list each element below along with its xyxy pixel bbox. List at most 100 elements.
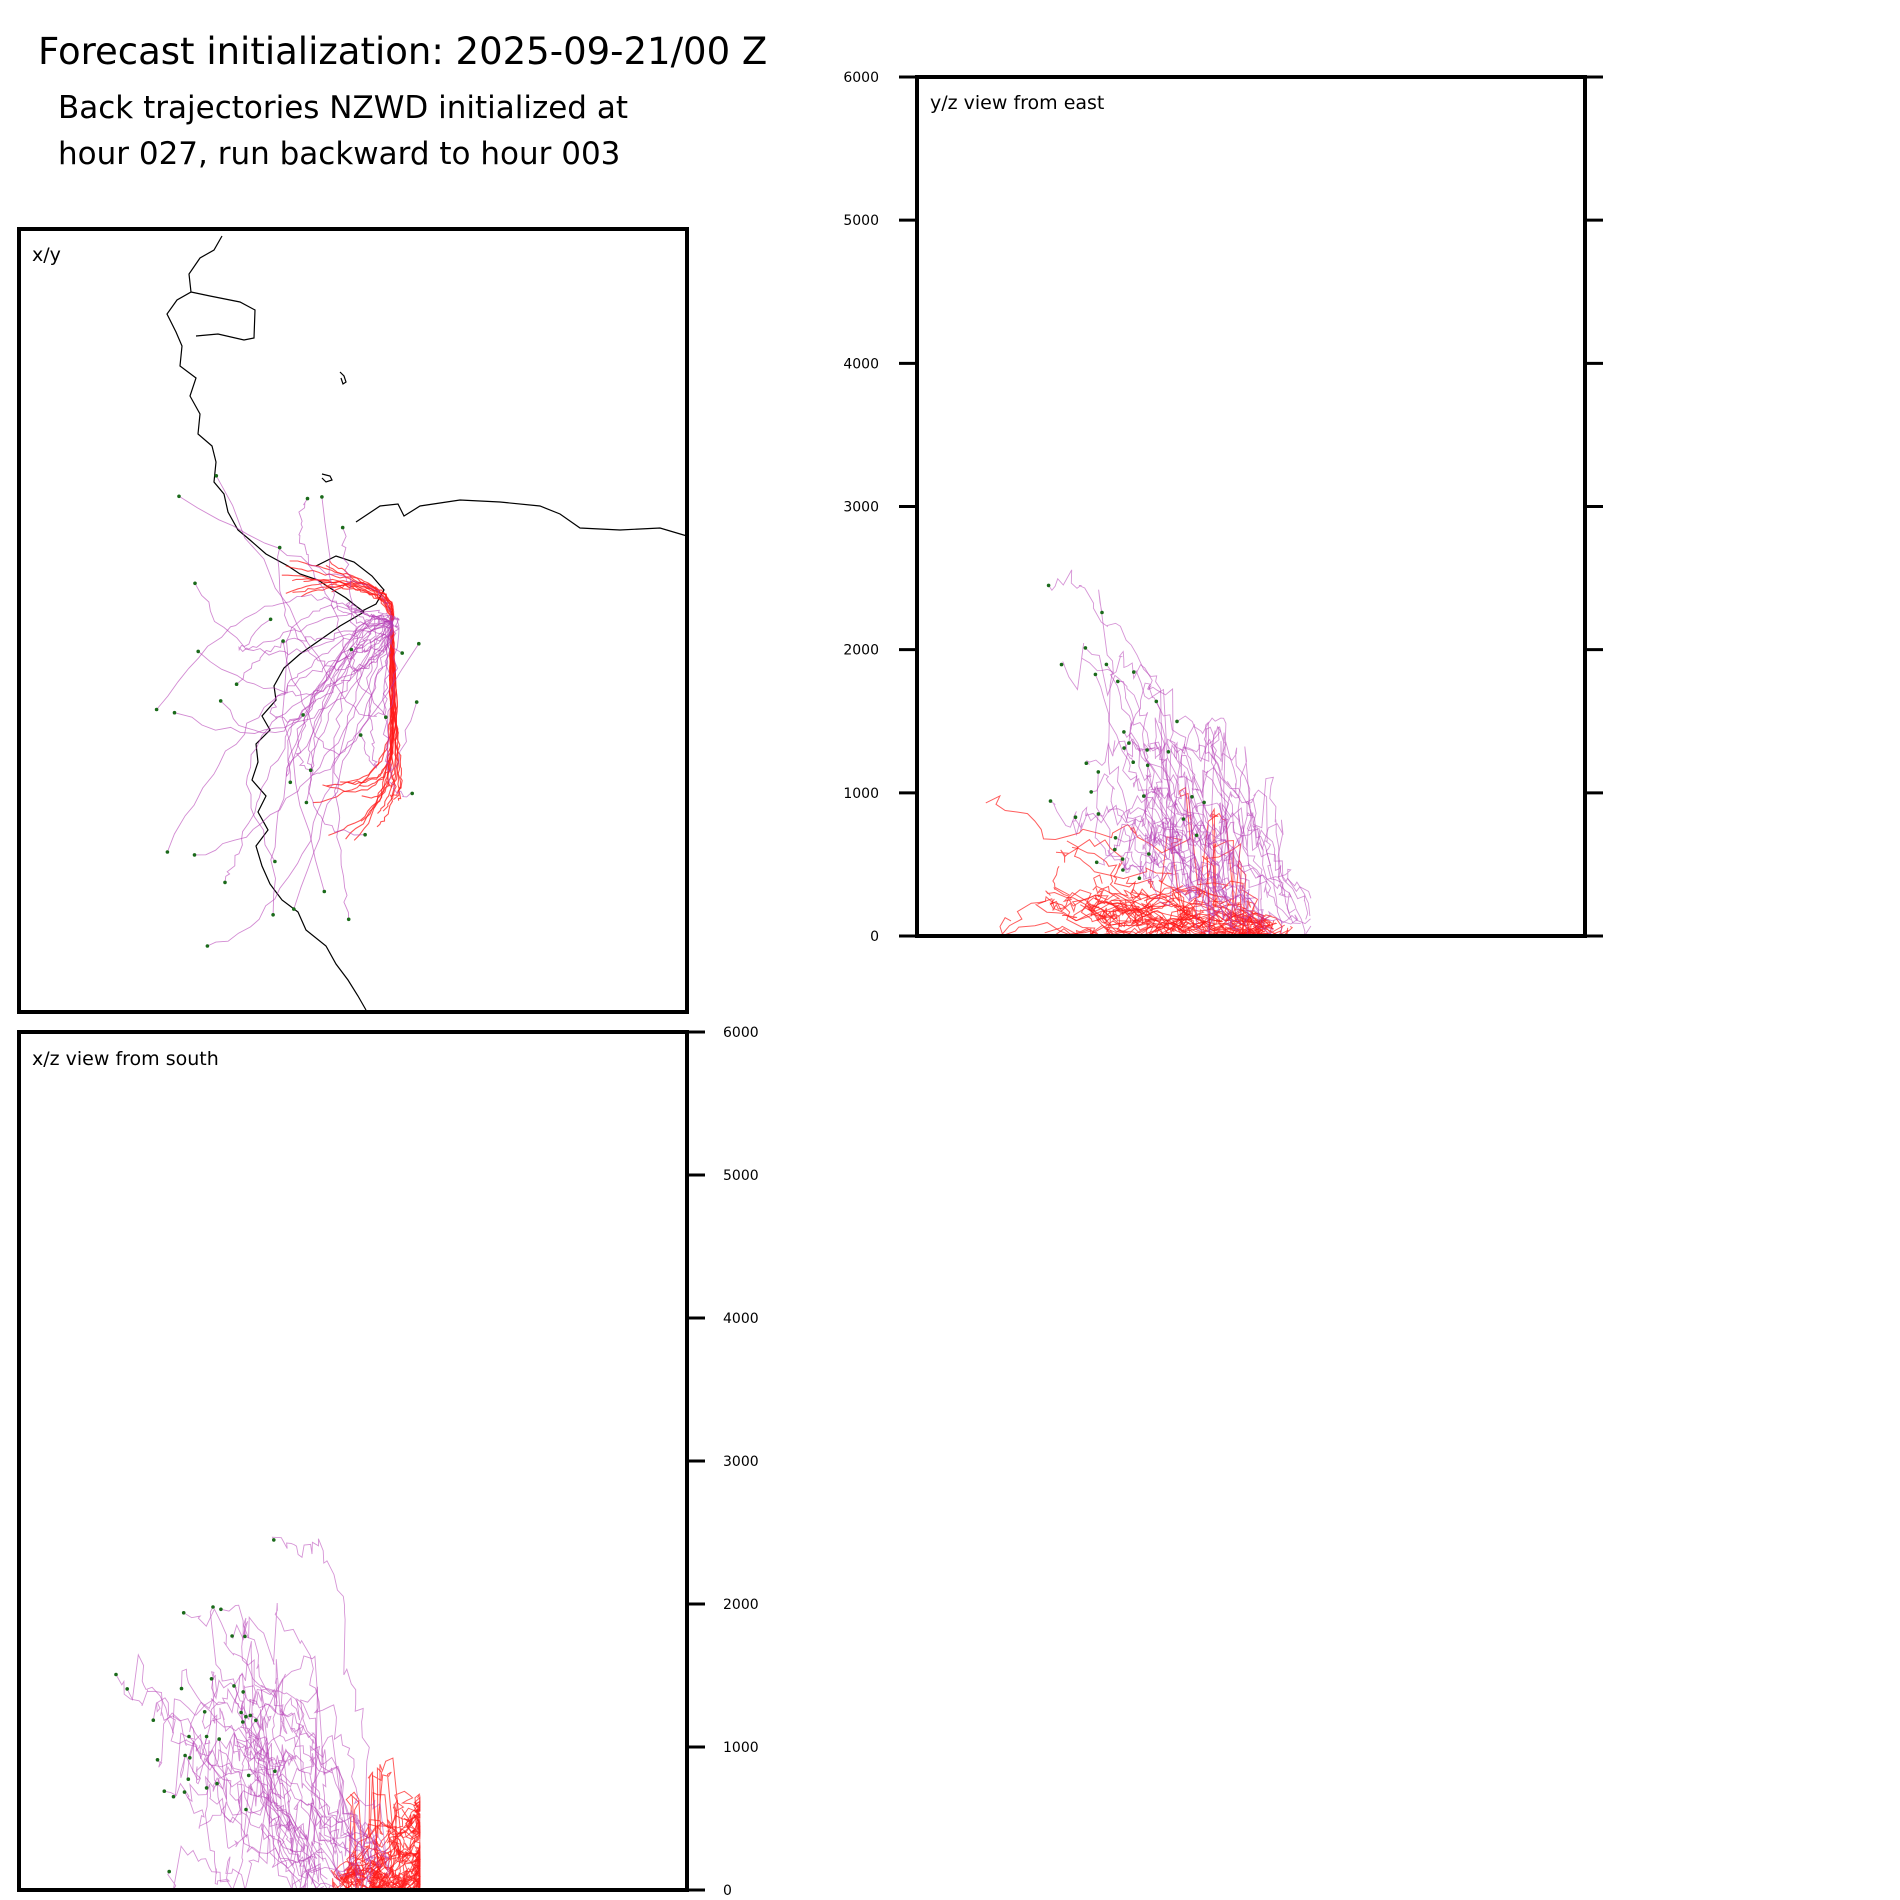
xy-endpoint-marker: [410, 791, 415, 796]
xy-trajectory-older: [156, 594, 393, 710]
altitude-endpoint-marker: [209, 1677, 214, 1681]
altitude-endpoint-marker: [1048, 799, 1053, 803]
xy-endpoint-marker: [223, 880, 227, 885]
altitude-trajectory-recent: [369, 1795, 421, 1874]
xy-endpoint-marker: [346, 917, 351, 922]
altitude-endpoint-marker: [239, 1710, 243, 1715]
altitude-endpoint-marker: [1137, 876, 1142, 880]
yz-tick-label: 4000: [843, 356, 879, 372]
xz-y-axis: 0 1000 2000 3000 4000 5000 6000: [687, 1025, 759, 1899]
altitude-endpoint-marker: [272, 1538, 276, 1542]
xy-trajectory-older: [282, 621, 394, 756]
xy-trajectory-older: [295, 620, 393, 771]
yz-tick-label: 1000: [843, 786, 879, 802]
altitude-endpoint-marker: [232, 1684, 236, 1688]
xy-endpoint-marker: [340, 525, 345, 530]
altitude-trajectory-older: [201, 1673, 334, 1890]
altitude-endpoint-marker: [1145, 763, 1150, 768]
altitude-endpoint-marker: [204, 1786, 209, 1790]
altitude-trajectory-older: [188, 1707, 325, 1891]
altitude-endpoint-marker: [1104, 662, 1109, 667]
altitude-endpoint-marker: [1154, 699, 1159, 704]
altitude-trajectory-recent: [1044, 916, 1282, 937]
xy-trajectory-older: [207, 615, 393, 947]
page-title: Forecast initialization: 2025-09-21/00 Z: [38, 30, 768, 73]
altitude-endpoint-marker: [162, 1789, 167, 1793]
altitude-endpoint-marker: [1120, 857, 1125, 861]
altitude-trajectory-older: [231, 1602, 383, 1869]
altitude-trajectory-recent: [344, 1850, 421, 1891]
xy-endpoint-marker: [172, 710, 177, 715]
altitude-endpoint-marker: [215, 1781, 219, 1786]
xy-trajectory-older: [305, 621, 394, 803]
xy-endpoint-marker: [214, 474, 219, 478]
altitude-endpoint-marker: [1113, 847, 1117, 852]
xy-trajectories: [156, 475, 420, 947]
altitude-endpoint-marker: [248, 1713, 253, 1718]
xy-trajectory-older: [308, 621, 394, 836]
yz-tick-label: 2000: [843, 643, 879, 659]
altitude-trajectory-older: [1085, 740, 1219, 917]
xy-endpoint-marker: [277, 545, 282, 550]
xz-panel-label: x/z view from south: [32, 1048, 219, 1070]
altitude-endpoint-marker: [1121, 868, 1125, 872]
yz-panel: y/z view from east 0 1000 2000 3000 4000 5000…: [843, 70, 1603, 945]
altitude-endpoint-marker: [1122, 746, 1126, 750]
subtitle-line-2: hour 027, run backward to hour 003: [58, 136, 621, 172]
xy-trajectory-older: [194, 583, 393, 656]
xy-endpoint-marker: [400, 651, 405, 655]
xy-endpoint-marker: [308, 768, 313, 772]
altitude-trajectory-older: [180, 1753, 318, 1874]
altitude-trajectory-older: [242, 1678, 378, 1851]
xy-panel-label: x/y: [32, 244, 61, 266]
altitude-endpoint-marker: [211, 1605, 215, 1609]
altitude-trajectory-recent: [985, 786, 1266, 925]
altitude-endpoint-marker: [1113, 836, 1118, 840]
altitude-trajectory-older: [1133, 670, 1268, 898]
xy-trajectory-older: [224, 621, 393, 883]
xy-endpoint-marker: [414, 700, 419, 704]
xy-trajectory-older: [178, 495, 393, 623]
altitude-trajectory-older: [1050, 800, 1220, 913]
yz-y-axis: 0 1000 2000 3000 4000 5000 6000: [843, 70, 1603, 945]
altitude-trajectory-older: [1061, 642, 1215, 937]
altitude-endpoint-marker: [186, 1777, 191, 1781]
altitude-trajectory-older: [240, 1655, 389, 1877]
xy-endpoint-marker: [322, 889, 327, 894]
xy-trajectory-older: [281, 604, 393, 892]
altitude-endpoint-marker: [1100, 610, 1104, 615]
altitude-trajectory-older: [1094, 813, 1257, 928]
altitude-endpoint-marker: [114, 1672, 118, 1677]
xy-trajectory-older: [245, 621, 394, 862]
altitude-trajectory-recent: [344, 1858, 421, 1891]
xy-trajectory-older: [333, 621, 392, 920]
xy-trajectory-older: [341, 527, 393, 653]
xy-trajectory-older: [174, 616, 396, 734]
altitude-trajectory-older: [184, 1775, 324, 1867]
altitude-endpoint-marker: [273, 1769, 277, 1773]
xz-frame: [17, 1030, 689, 1892]
altitude-endpoint-marker: [230, 1634, 234, 1638]
altitude-endpoint-marker: [187, 1734, 191, 1739]
altitude-endpoint-marker: [182, 1790, 187, 1794]
altitude-trajectory-older: [189, 1729, 342, 1878]
altitude-endpoint-marker: [204, 1734, 209, 1739]
xy-endpoint-marker: [417, 641, 421, 646]
xy-endpoint-marker: [363, 832, 367, 837]
xz-tick-label: 0: [723, 1883, 732, 1899]
xy-endpoint-marker: [218, 699, 223, 703]
altitude-trajectory-older: [164, 1782, 331, 1891]
xy-trajectory-older: [215, 475, 394, 717]
coastline-rock: [321, 473, 333, 483]
xy-endpoint-marker: [305, 496, 310, 501]
xz-panel: x/z view from south 0 1000 2000 3000 4000 500…: [17, 1025, 759, 1899]
altitude-endpoint-marker: [219, 1607, 223, 1612]
altitude-endpoint-marker: [1084, 761, 1089, 765]
altitude-endpoint-marker: [1131, 760, 1135, 764]
altitude-trajectory-older: [1072, 806, 1240, 932]
xy-endpoint-marker: [193, 581, 197, 586]
xy-endpoint-marker: [288, 780, 293, 785]
xy-trajectory-recent: [312, 621, 395, 804]
xz-tick-label: 4000: [723, 1311, 759, 1327]
